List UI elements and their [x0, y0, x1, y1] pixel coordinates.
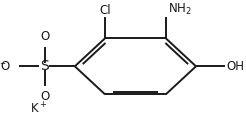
Text: NH$_2$: NH$_2$: [168, 2, 192, 17]
Text: O: O: [40, 30, 49, 43]
Text: S: S: [40, 59, 49, 73]
Text: O: O: [40, 90, 49, 103]
Text: Cl: Cl: [99, 4, 111, 17]
Text: OH: OH: [226, 60, 244, 73]
Text: $^{-}$: $^{-}$: [0, 61, 7, 71]
Text: O: O: [1, 60, 10, 73]
Text: K$^+$: K$^+$: [31, 102, 48, 117]
